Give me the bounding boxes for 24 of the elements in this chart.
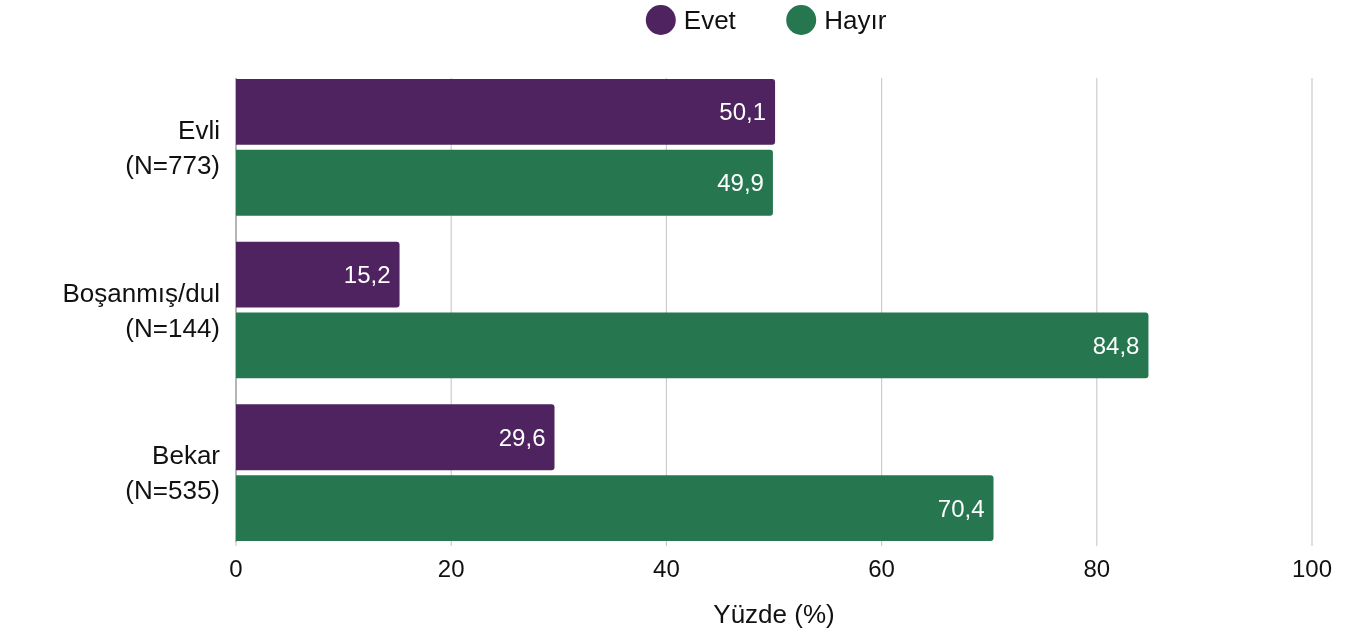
bar <box>236 475 994 541</box>
y-tick-label: Boşanmış/dul (N=144) <box>62 277 220 343</box>
bar <box>236 241 400 308</box>
x-axis-title: Yüzde (%) <box>713 599 835 629</box>
data-label: 84,8 <box>1092 331 1140 359</box>
bar <box>236 149 773 216</box>
y-tick-label: Bekar (N=535) <box>125 440 221 506</box>
data-label: 29,6 <box>498 423 546 451</box>
x-tick-label: 60 <box>868 554 895 582</box>
data-label: 70,4 <box>937 494 985 522</box>
x-tick-label: 40 <box>653 554 680 582</box>
data-label: 15,2 <box>343 261 391 289</box>
data-label: 50,1 <box>719 98 767 126</box>
bar <box>236 404 555 471</box>
x-tick-label: 80 <box>1083 554 1111 582</box>
data-label: 49,9 <box>717 169 764 197</box>
bar <box>236 79 776 145</box>
legend-label: Evet <box>683 5 737 35</box>
x-tick-label: 100 <box>1291 554 1333 582</box>
y-tick-label: Evli (N=773) <box>125 114 220 180</box>
legend-label: Hayır <box>824 5 887 35</box>
x-tick-label: 0 <box>229 554 243 582</box>
bar <box>236 312 1149 379</box>
x-tick-label: 20 <box>437 554 465 582</box>
